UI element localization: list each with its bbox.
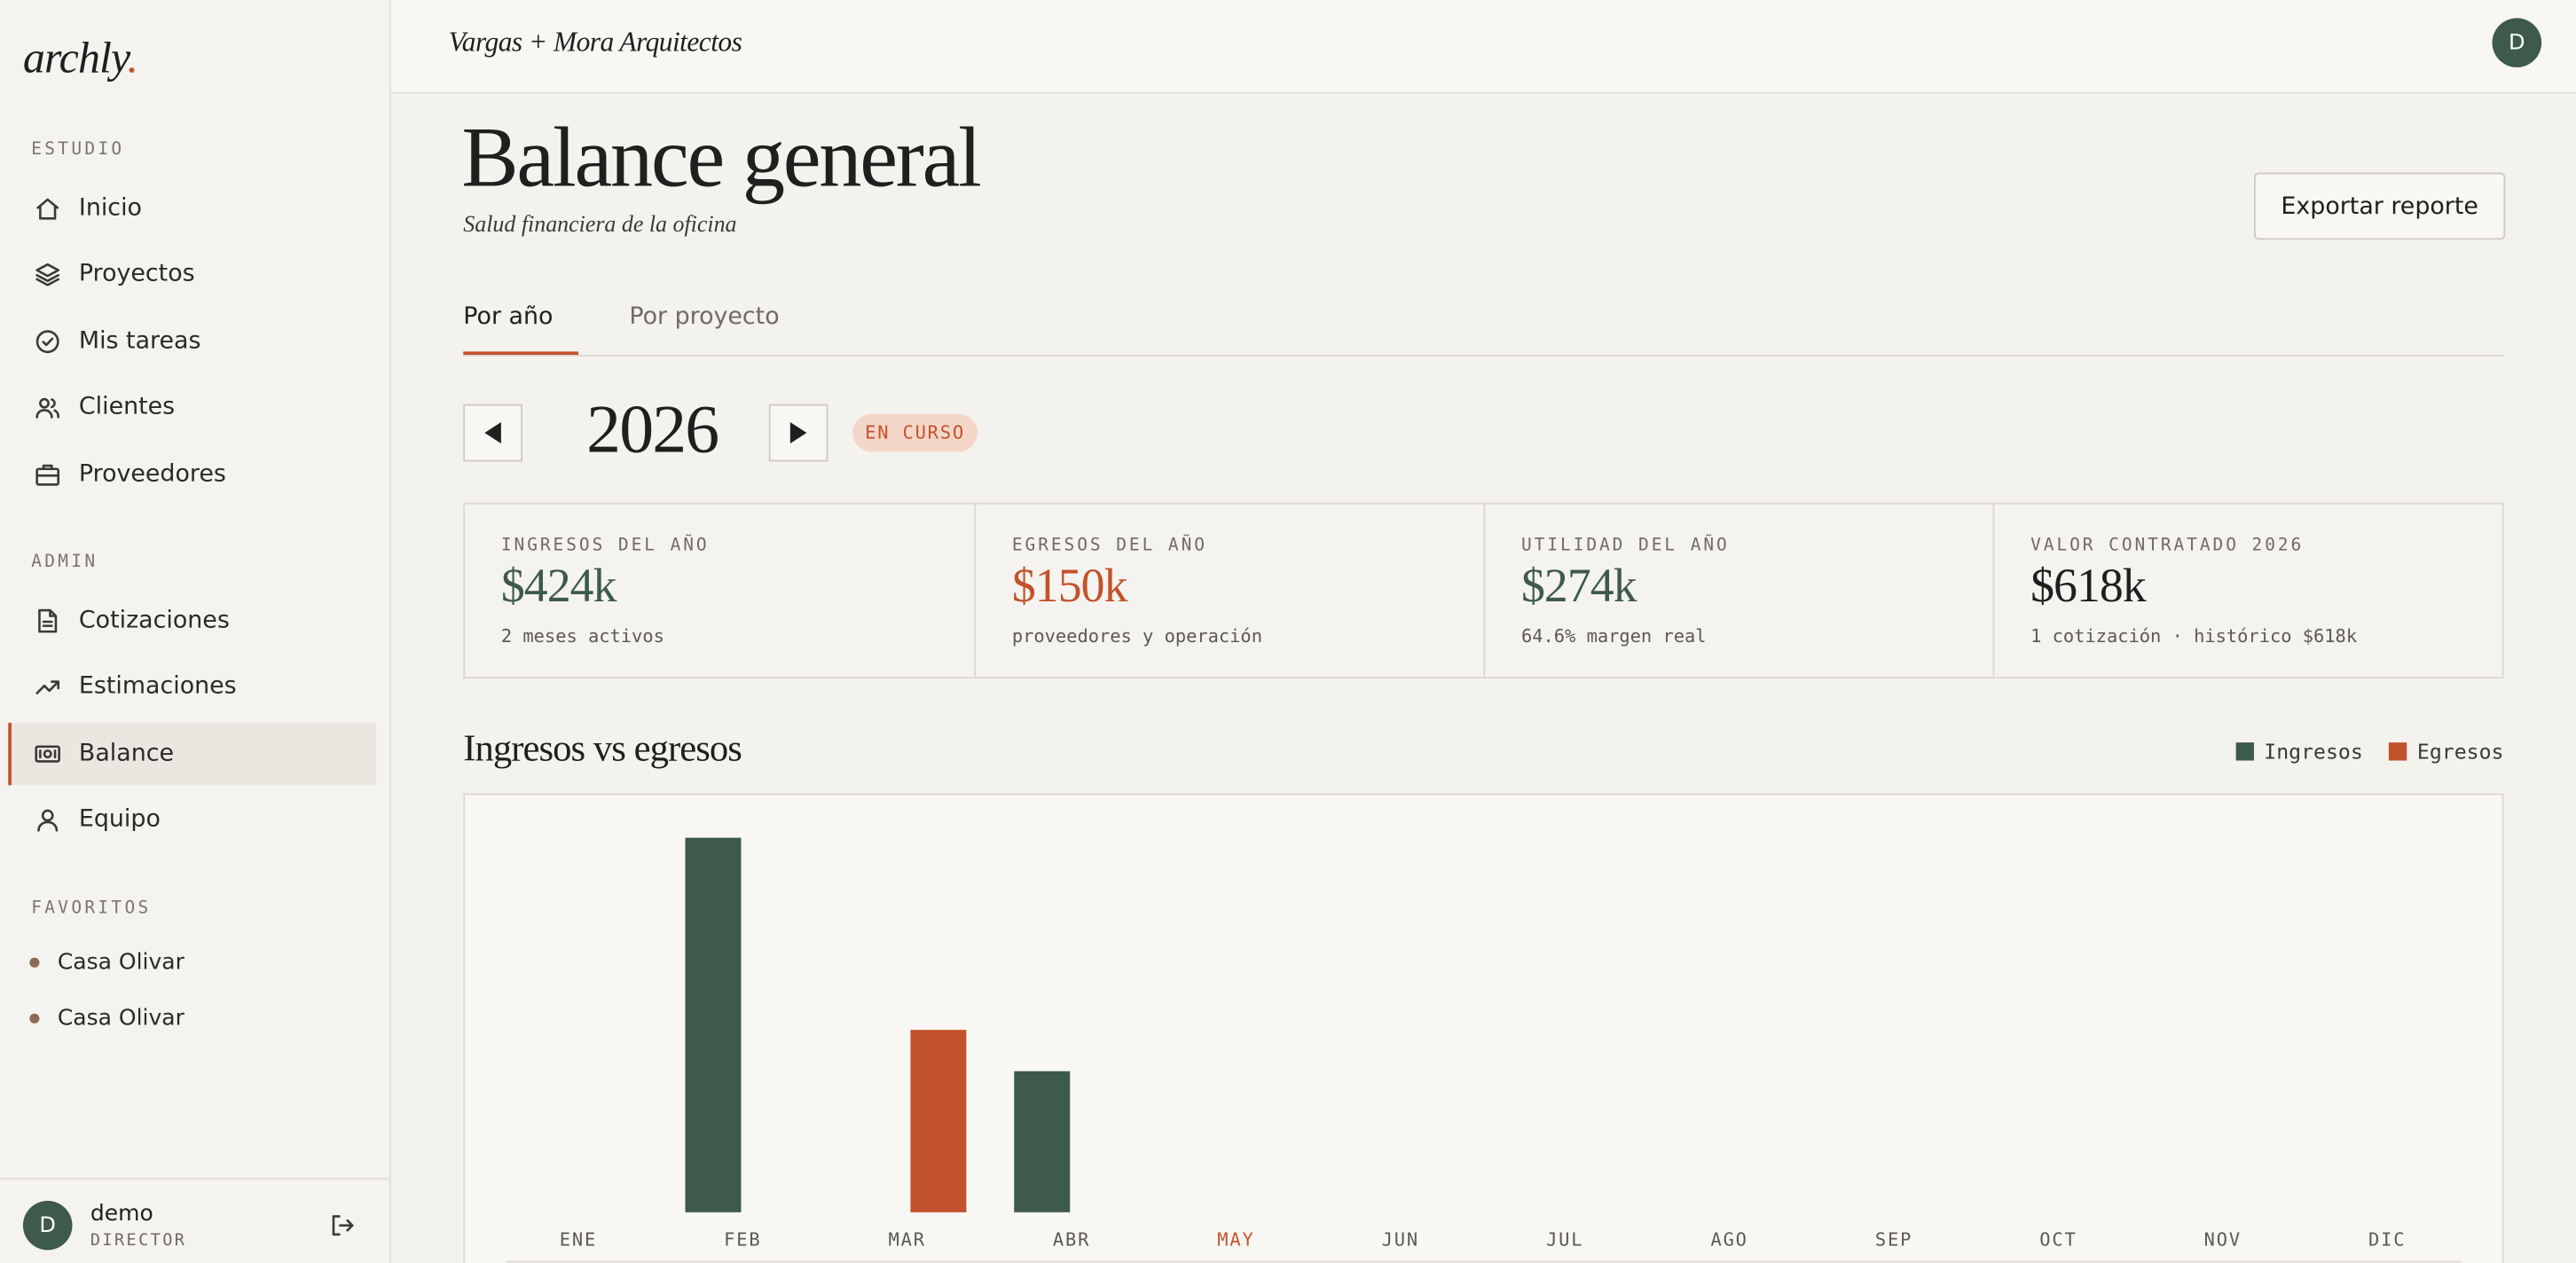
x-tick-label: NOV bbox=[2204, 1228, 2242, 1250]
user-role: DIRECTOR bbox=[90, 1232, 187, 1251]
legend: Ingresos Egresos bbox=[2235, 739, 2504, 765]
export-button[interactable]: Exportar reporte bbox=[2254, 172, 2506, 240]
kpi-card: EGRESOS DEL AÑO $150k proveedores y operac… bbox=[974, 502, 1486, 679]
fav-item[interactable]: Casa Olivar bbox=[57, 949, 185, 977]
icon-layers bbox=[35, 263, 60, 286]
icon-file bbox=[38, 608, 58, 633]
kpi-label: VALOR CONTRATADO 2026 bbox=[2030, 535, 2305, 555]
icon-trend bbox=[35, 680, 60, 694]
logout-button[interactable] bbox=[328, 1212, 355, 1239]
arrow-right bbox=[789, 421, 807, 444]
tab[interactable]: Por proyecto bbox=[629, 303, 780, 331]
x-tick-label: MAR bbox=[889, 1228, 926, 1250]
kpi-card: UTILIDAD DEL AÑO $274k 64.6% margen real bbox=[1483, 502, 1995, 679]
user-avatar[interactable]: D bbox=[22, 1200, 73, 1251]
tab-indicator bbox=[463, 351, 578, 356]
section-title: ESTUDIO bbox=[31, 139, 125, 160]
nav-item[interactable]: Clientes bbox=[78, 394, 176, 421]
fav-dot bbox=[29, 957, 40, 968]
kpi-note: proveedores y operación bbox=[1011, 625, 1262, 647]
legend-item: Egresos bbox=[2389, 739, 2504, 765]
nav-item[interactable]: Proyectos bbox=[78, 261, 195, 288]
arrow-left bbox=[484, 421, 501, 444]
prev-year[interactable] bbox=[463, 404, 522, 462]
nav-item[interactable]: Mis tareas bbox=[78, 328, 201, 356]
icon-users bbox=[35, 397, 60, 419]
kpi-label: INGRESOS DEL AÑO bbox=[500, 535, 710, 555]
nav-item[interactable]: Cotizaciones bbox=[78, 608, 230, 634]
kpi-label: EGRESOS DEL AÑO bbox=[1011, 535, 1207, 555]
legend-swatch bbox=[2389, 742, 2407, 761]
legend-label: Egresos bbox=[2416, 739, 2504, 765]
nav-item[interactable]: Proveedores bbox=[78, 461, 226, 489]
active-highlight bbox=[8, 722, 377, 786]
x-tick-label: FEB bbox=[724, 1228, 761, 1250]
legend-label: Ingresos bbox=[2264, 739, 2363, 765]
x-tick-label: ABR bbox=[1053, 1228, 1090, 1250]
header-avatar[interactable]: D bbox=[2492, 18, 2542, 67]
next-year[interactable] bbox=[768, 404, 829, 462]
chart-frame bbox=[463, 793, 2504, 1263]
page-title: Balance general bbox=[461, 111, 981, 206]
tab[interactable]: Por año bbox=[463, 303, 554, 331]
kpi-note: 1 cotización · histórico $618k bbox=[2030, 625, 2358, 647]
bar bbox=[910, 1030, 967, 1212]
section-title: FAVORITOS bbox=[31, 898, 152, 919]
x-tick-label: JUN bbox=[1382, 1228, 1419, 1250]
status-badge: EN CURSO bbox=[852, 413, 978, 452]
icon-money bbox=[35, 745, 60, 763]
brand[interactable]: archly. bbox=[22, 33, 139, 83]
fav-item[interactable]: Casa Olivar bbox=[57, 1005, 185, 1032]
kpi-note: 64.6% margen real bbox=[1520, 625, 1707, 647]
chart: ENE FEB MAR ABR MAY JUN JUL AGO SEP OCT NOV DIC bbox=[463, 793, 2504, 1263]
year: 2026 bbox=[586, 392, 719, 468]
chart-title: Ingresos vs egresos bbox=[463, 727, 742, 769]
divider bbox=[0, 1177, 389, 1180]
icon-check bbox=[35, 330, 59, 354]
legend-item: Ingresos bbox=[2235, 739, 2363, 765]
sidebar: archly. ESTUDIO Inicio Proyectos Mis tar… bbox=[0, 0, 391, 1263]
brand-mark: . bbox=[127, 33, 139, 82]
top-bar: Vargas + Mora Arquitectos D bbox=[390, 0, 2576, 94]
user-name: demo bbox=[90, 1200, 153, 1228]
kpi-label: UTILIDAD DEL AÑO bbox=[1520, 535, 1730, 555]
nav-item[interactable]: Inicio bbox=[78, 195, 142, 223]
legend-swatch bbox=[2235, 742, 2255, 761]
icon-briefcase bbox=[35, 464, 60, 486]
nav-item[interactable]: Equipo bbox=[78, 806, 161, 833]
page-subtitle: Salud financiera de la oficina bbox=[463, 213, 737, 239]
icon-home bbox=[36, 198, 59, 220]
x-tick-label: SEP bbox=[1875, 1228, 1912, 1250]
tab-rule bbox=[463, 355, 2504, 357]
x-tick-label: MAY bbox=[1217, 1228, 1254, 1250]
bar bbox=[685, 837, 742, 1212]
x-tick-label: DIC bbox=[2368, 1228, 2406, 1250]
bar bbox=[1014, 1071, 1071, 1212]
x-tick-label: OCT bbox=[2039, 1228, 2077, 1250]
nav-item[interactable]: Balance bbox=[78, 741, 175, 767]
kpi-value: $274k bbox=[1520, 560, 1637, 613]
kpi-card: INGRESOS DEL AÑO $424k 2 meses activos bbox=[463, 502, 977, 679]
kpi-value: $424k bbox=[500, 560, 617, 613]
x-tick-label: JUL bbox=[1546, 1228, 1583, 1250]
kpi-card: VALOR CONTRATADO 2026 $618k 1 cotización ·… bbox=[1992, 502, 2504, 679]
icon-user bbox=[37, 809, 59, 832]
fav-dot bbox=[29, 1013, 40, 1024]
kpi-value: $618k bbox=[2030, 560, 2147, 613]
firm-name: Vargas + Mora Arquitectos bbox=[448, 26, 742, 58]
kpi-value: $150k bbox=[1011, 560, 1128, 613]
kpi-note: 2 meses activos bbox=[500, 625, 664, 647]
x-tick-label: ENE bbox=[560, 1228, 597, 1250]
nav-item[interactable]: Estimaciones bbox=[78, 673, 237, 700]
x-tick-label: AGO bbox=[1710, 1228, 1747, 1250]
section-title: ADMIN bbox=[31, 552, 98, 572]
brand-name: archly bbox=[22, 33, 129, 82]
